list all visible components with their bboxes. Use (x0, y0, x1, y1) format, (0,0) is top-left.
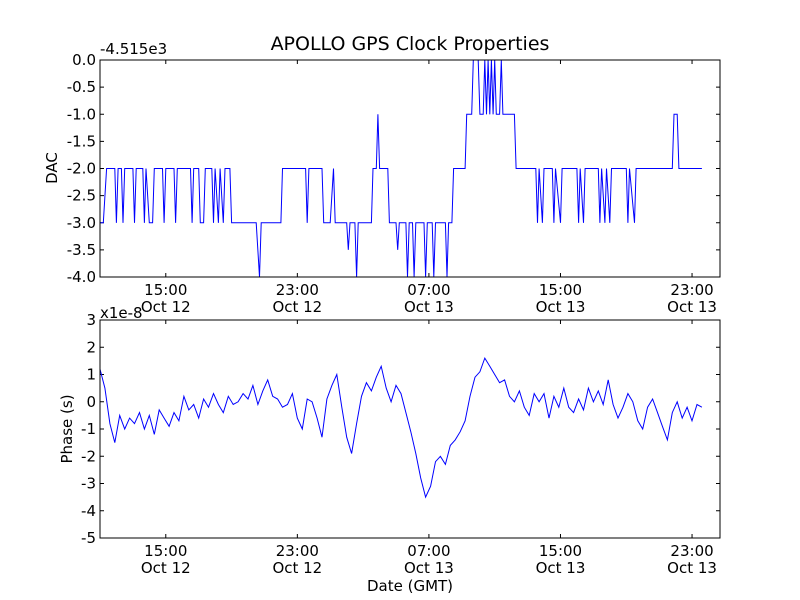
phase-y-tick-label: -2 (81, 447, 96, 465)
dac-offset-label: -4.515e3 (100, 40, 167, 58)
phase-x-tick-date: Oct 13 (404, 559, 454, 577)
phase-y-tick-label: -5 (81, 529, 96, 547)
phase-x-tick-date: Oct 13 (667, 559, 717, 577)
phase-x-tick-time: 15:00 (539, 542, 582, 560)
phase-y-tick-label: -4 (81, 502, 96, 520)
dac-y-tick-label: -2.5 (67, 187, 96, 205)
dac-panel: -4.515e3 DAC 0.0 -0.5 -1.0 -1.5 -2.0 -2.5 -3.0… (43, 40, 721, 316)
phase-series-line (99, 356, 703, 499)
phase-x-tick-date: Oct 12 (141, 559, 191, 577)
dac-axes: 0.0 -0.5 -1.0 -1.5 -2.0 -2.5 -3.0 -3.5 -4.0 15:00… (67, 51, 720, 316)
phase-y-tick-label: 1 (86, 366, 96, 384)
dac-x-tick-time: 15:00 (144, 281, 187, 299)
phase-x-tick-time: 23:00 (276, 542, 319, 560)
phase-y-tick-label: -3 (81, 475, 96, 493)
phase-x-tick-time: 15:00 (144, 542, 187, 560)
dac-y-axis-label: DAC (43, 152, 61, 184)
phase-y-tick-label: -1 (81, 420, 96, 438)
chart-title: APOLLO GPS Clock Properties (271, 33, 550, 55)
phase-y-tick-label: 0 (86, 393, 96, 411)
dac-x-tick-time: 07:00 (407, 281, 450, 299)
x-axis-label: Date (GMT) (367, 577, 453, 595)
phase-x-tick-time: 07:00 (407, 542, 450, 560)
dac-x-tick-date: Oct 13 (536, 298, 586, 316)
dac-series-line (100, 59, 702, 278)
phase-x-tick-date: Oct 12 (272, 559, 322, 577)
dac-y-tick-label: -0.5 (67, 78, 96, 96)
dac-x-tick-time: 23:00 (276, 281, 319, 299)
dac-y-tick-label: -1.5 (67, 132, 96, 150)
dac-x-tick-date: Oct 13 (404, 298, 454, 316)
phase-y-tick-label: 2 (86, 338, 96, 356)
phase-y-tick-label: 3 (86, 311, 96, 329)
dac-x-tick-time: 23:00 (670, 281, 713, 299)
dac-x-tick-date: Oct 12 (141, 298, 191, 316)
dac-x-tick-date: Oct 12 (272, 298, 322, 316)
dac-y-tick-label: -2.0 (67, 160, 96, 178)
dac-y-tick-label: 0.0 (72, 51, 96, 69)
dac-y-tick-label: -3.5 (67, 241, 96, 259)
phase-plot-frame (99, 319, 721, 539)
dac-plot-frame (99, 59, 721, 278)
dac-x-tick-time: 15:00 (539, 281, 582, 299)
dac-y-tick-label: -1.0 (67, 105, 96, 123)
dac-y-tick-label: -3.0 (67, 214, 96, 232)
dac-y-tick-label: -4.0 (67, 268, 96, 286)
phase-y-axis-label: Phase (s) (58, 394, 76, 463)
phase-x-tick-date: Oct 13 (536, 559, 586, 577)
phase-offset-label: x1e-8 (100, 304, 143, 322)
phase-x-tick-time: 23:00 (670, 542, 713, 560)
dac-x-tick-date: Oct 13 (667, 298, 717, 316)
